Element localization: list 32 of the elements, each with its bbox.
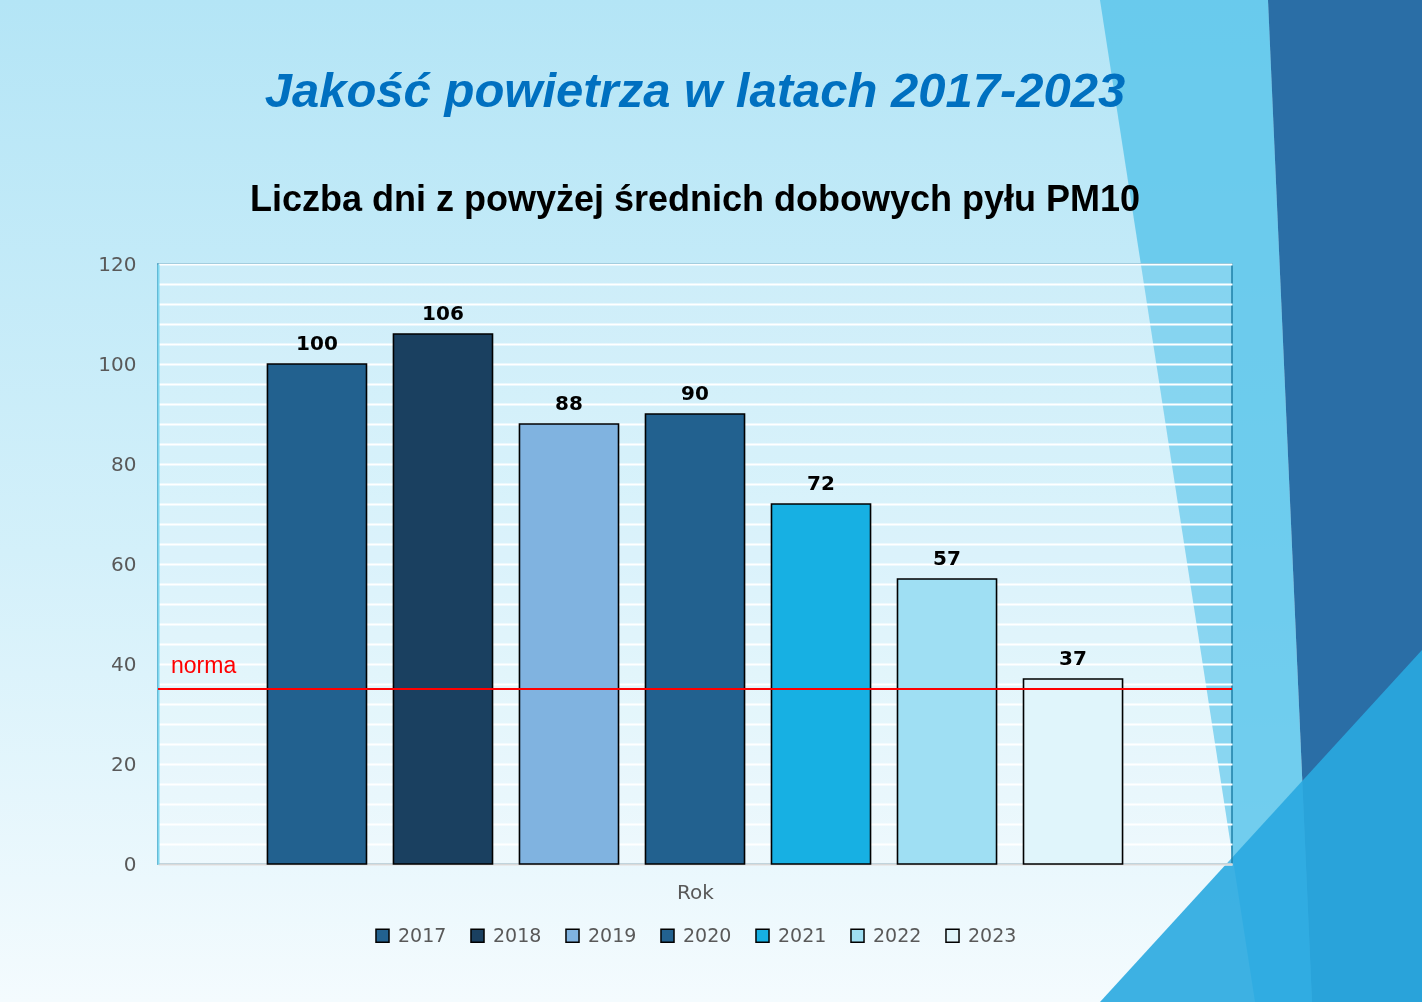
y-tick-label: 60 — [111, 551, 137, 576]
bar — [770, 503, 872, 865]
bar — [266, 363, 368, 865]
bar — [896, 578, 998, 865]
data-label: 37 — [1059, 646, 1087, 670]
data-label: 72 — [807, 471, 835, 495]
bar — [644, 413, 746, 865]
y-tick-label: 100 — [98, 351, 137, 376]
legend-label: 2022 — [873, 923, 922, 946]
data-label: 90 — [681, 381, 709, 405]
chart-title: Jakość powietrza w latach 2017-2023 — [264, 63, 1126, 117]
legend-label: 2023 — [968, 923, 1017, 946]
bar — [1022, 678, 1124, 865]
bar — [518, 423, 620, 865]
data-label: 100 — [296, 331, 338, 355]
y-tick-label: 40 — [111, 651, 137, 676]
y-tick-label: 120 — [98, 251, 137, 276]
y-tick-label: 0 — [123, 851, 137, 876]
data-label: 106 — [422, 301, 464, 325]
ref-line-label: norma — [171, 652, 237, 678]
y-tick-label: 80 — [111, 451, 137, 476]
data-label: 88 — [555, 391, 583, 415]
legend-label: 2020 — [683, 923, 732, 946]
chart-subtitle: Liczba dni z powyżej średnich dobowych pyłu PM10 — [249, 178, 1141, 219]
legend-label: 2019 — [588, 923, 637, 946]
bar — [392, 333, 494, 865]
legend-label: 2021 — [778, 923, 827, 946]
legend-label: 2017 — [398, 923, 447, 946]
y-tick-label: 20 — [111, 751, 137, 776]
legend-label: 2018 — [493, 923, 542, 946]
data-label: 57 — [933, 546, 961, 570]
x-axis-title: Rok — [677, 879, 715, 904]
